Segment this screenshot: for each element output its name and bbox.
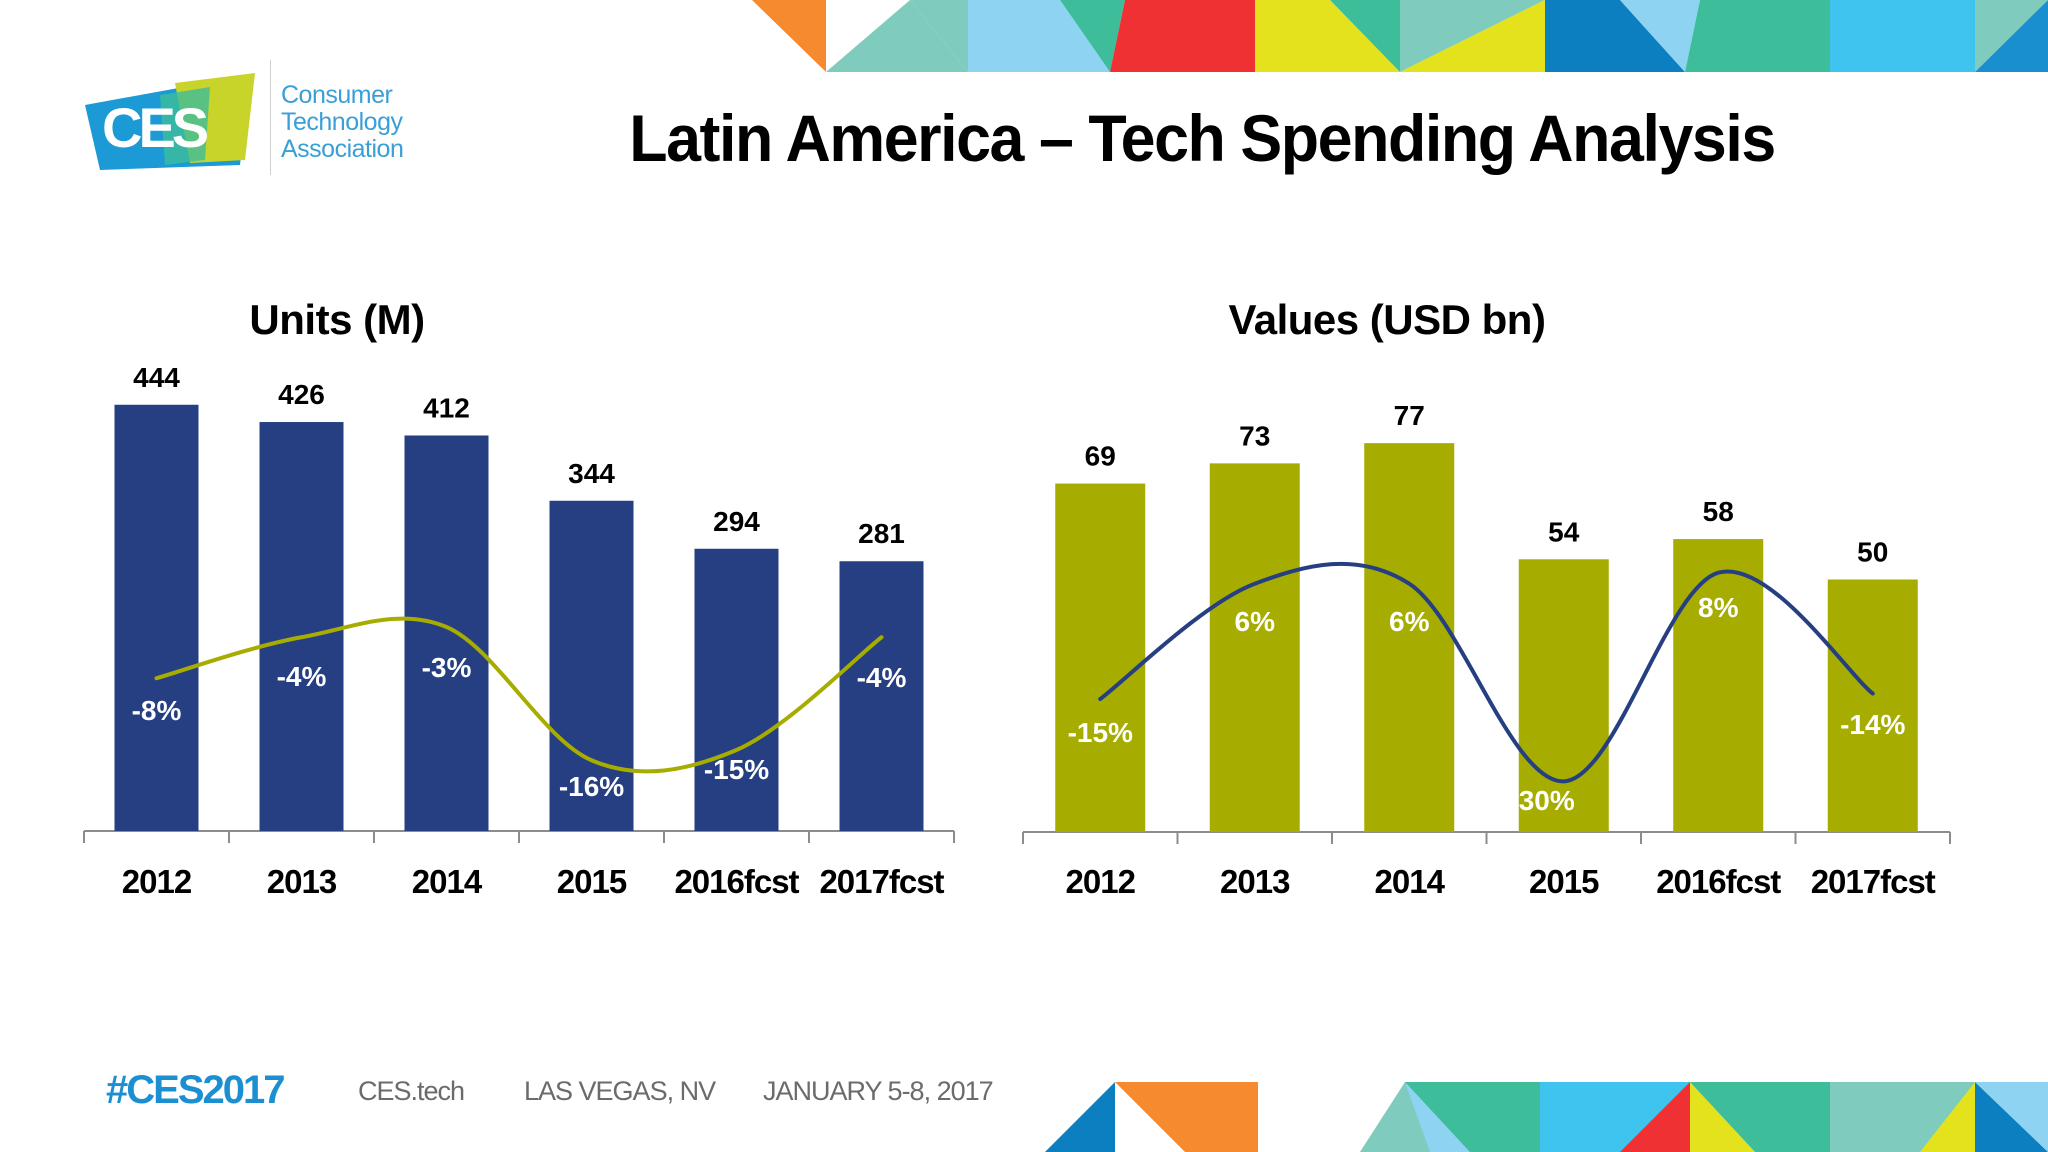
x-tick-label: 2013 [267,863,337,900]
growth-label: -8% [132,695,182,726]
bar-value-label: 412 [423,392,470,423]
bar-value-label: 426 [278,379,325,410]
x-tick-label: 2013 [1220,863,1290,900]
logo-divider [270,60,271,175]
growth-label: 8% [1698,592,1739,623]
growth-label: 6% [1235,606,1276,637]
chart-title-units: Units (M) [249,296,425,343]
x-tick-label: 2016fcst [1656,863,1781,900]
bar [694,548,779,831]
growth-label: -4% [857,662,907,693]
bar-value-label: 58 [1703,496,1734,527]
chart-title-values: Values (USD bn) [1228,296,1546,343]
bar [839,561,924,831]
x-tick-label: 2014 [412,863,483,900]
growth-label: 30% [1519,785,1575,816]
x-tick-label: 2014 [1375,863,1446,900]
bar [1209,463,1300,832]
bar-value-label: 54 [1548,516,1580,547]
bar [1827,579,1918,832]
growth-label: -16% [559,771,624,802]
growth-label: -15% [1068,717,1133,748]
svg-text:CES: CES [102,96,208,159]
top-decorative-banner [752,0,2048,72]
growth-label: 6% [1389,606,1430,637]
bar-value-label: 69 [1085,441,1116,472]
logo-text-association: Association [281,135,404,163]
bar [1673,539,1764,832]
growth-line [1098,561,1875,784]
bar-value-label: 444 [133,362,180,393]
footer-dates: JANUARY 5-8, 2017 [763,1076,994,1106]
bar-value-label: 344 [568,458,615,489]
footer-location: LAS VEGAS, NV [524,1076,716,1106]
x-tick-label: 2017fcst [1811,863,1936,900]
bar [114,404,199,831]
bar [1055,483,1146,832]
logo-text-technology: Technology [281,108,403,136]
bar-value-label: 281 [858,518,905,549]
growth-label: -4% [277,661,327,692]
x-tick-label: 2017fcst [819,863,944,900]
growth-label: -14% [1840,709,1905,740]
growth-label: -15% [704,754,769,785]
bottom-decorative-banner [1045,1082,2048,1152]
growth-line [154,616,884,774]
bar [549,500,634,831]
footer-hashtag: #CES2017 [106,1068,285,1112]
x-tick-label: 2012 [122,863,192,900]
bar-value-label: 77 [1394,400,1425,431]
bar-value-label: 50 [1857,537,1888,568]
bar-value-label: 294 [713,506,760,537]
footer-site: CES.tech [358,1076,465,1106]
x-tick-label: 2015 [557,863,627,900]
bar [404,435,489,831]
bar [259,422,344,831]
page-title: Latin America – Tech Spending Analysis [629,101,1776,175]
x-tick-label: 2012 [1066,863,1136,900]
bar-value-label: 73 [1239,420,1270,451]
growth-label: -3% [422,652,472,683]
ces-logo: CES [85,73,255,170]
x-tick-label: 2016fcst [674,863,799,900]
bar [1364,443,1455,832]
bar [1518,559,1609,832]
x-tick-label: 2015 [1529,863,1599,900]
logo-text-consumer: Consumer [281,81,393,109]
